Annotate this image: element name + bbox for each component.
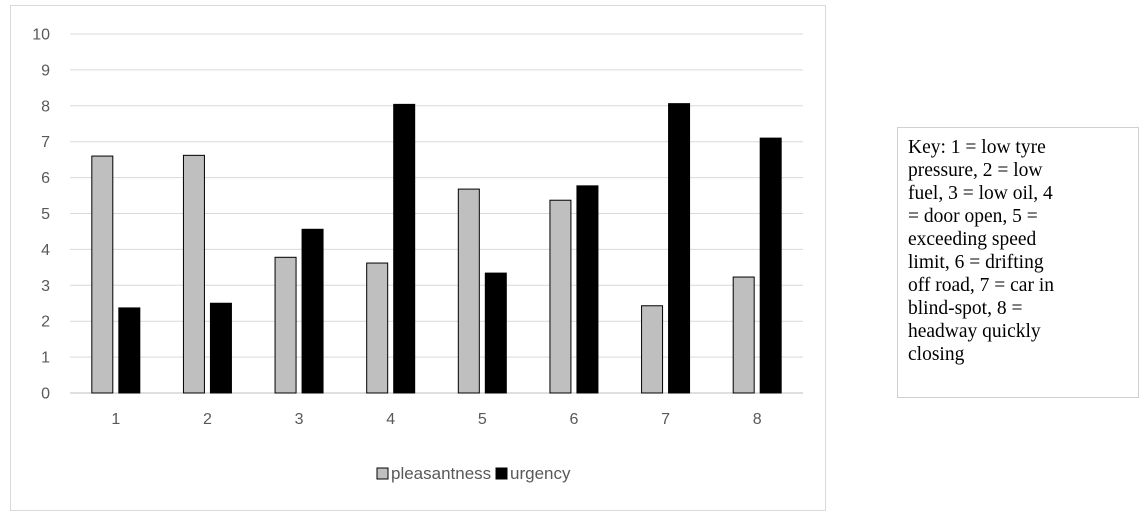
x-tick-label: 4 bbox=[386, 411, 395, 428]
bar-pleasantness-1 bbox=[91, 155, 114, 394]
x-tick-label: 1 bbox=[111, 411, 120, 428]
bar-urgency-8 bbox=[759, 137, 782, 394]
bar-urgency-1 bbox=[118, 307, 141, 394]
x-axis-tick-labels: 1 2 3 4 5 6 7 8 bbox=[111, 411, 761, 428]
bar-pleasantness-8 bbox=[732, 276, 755, 394]
y-tick-label: 6 bbox=[41, 170, 50, 187]
gridlines bbox=[70, 33, 803, 394]
legend: pleasantness urgency bbox=[376, 464, 571, 483]
y-tick-label: 0 bbox=[41, 386, 50, 403]
bar-pleasantness-3 bbox=[274, 256, 297, 394]
y-tick-label: 3 bbox=[41, 278, 50, 295]
y-tick-label: 2 bbox=[41, 314, 50, 331]
bar-pleasantness-2 bbox=[182, 154, 205, 394]
y-tick-label: 4 bbox=[41, 242, 50, 259]
bar-pleasantness-7 bbox=[641, 305, 664, 394]
y-tick-label: 9 bbox=[41, 62, 50, 79]
y-tick-label: 1 bbox=[41, 350, 50, 367]
bar-urgency-4 bbox=[393, 103, 416, 394]
key-text: Key: 1 = low tyre pressure, 2 = low fuel… bbox=[908, 137, 1055, 365]
x-tick-label: 8 bbox=[753, 411, 762, 428]
bar-chart: 0 1 2 3 4 5 6 7 8 9 10 1 2 3 4 5 6 7 8 pleasantness urgenc… bbox=[32, 27, 803, 483]
bar-pleasantness-6 bbox=[549, 199, 572, 394]
x-tick-label: 5 bbox=[478, 411, 487, 428]
y-axis-tick-labels: 0 1 2 3 4 5 6 7 8 9 10 bbox=[32, 27, 50, 403]
x-tick-label: 3 bbox=[295, 411, 304, 428]
bar-urgency-6 bbox=[576, 185, 599, 394]
bar-urgency-3 bbox=[301, 228, 324, 394]
legend-swatch-urgency bbox=[495, 467, 508, 480]
chart-frame: 0 1 2 3 4 5 6 7 8 9 10 1 2 3 4 5 6 7 8 pleasantness urgenc… bbox=[10, 5, 826, 511]
bar-urgency-5 bbox=[484, 272, 507, 394]
legend-label-urgency: urgency bbox=[510, 464, 571, 483]
bar-pleasantness-4 bbox=[366, 262, 389, 394]
x-tick-label: 7 bbox=[661, 411, 670, 428]
x-tick-label: 6 bbox=[569, 411, 578, 428]
y-tick-label: 7 bbox=[41, 134, 50, 151]
bar-urgency-2 bbox=[209, 302, 232, 394]
legend-label-pleasantness: pleasantness bbox=[391, 464, 491, 483]
x-tick-label: 2 bbox=[203, 411, 212, 428]
y-tick-label: 8 bbox=[41, 98, 50, 115]
bars bbox=[91, 103, 782, 394]
key-box: Key: 1 = low tyre pressure, 2 = low fuel… bbox=[897, 127, 1139, 398]
y-tick-label: 10 bbox=[32, 27, 50, 44]
y-tick-label: 5 bbox=[41, 206, 50, 223]
bar-urgency-7 bbox=[668, 103, 691, 394]
bar-pleasantness-5 bbox=[457, 188, 480, 394]
legend-swatch-pleasantness bbox=[376, 467, 389, 480]
